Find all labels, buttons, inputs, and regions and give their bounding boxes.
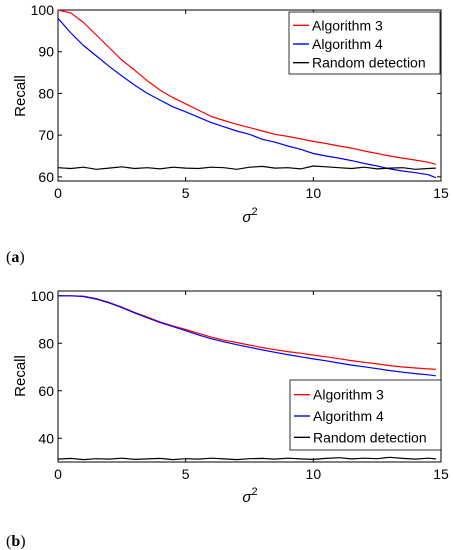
legend-entry: Random detection	[313, 429, 427, 445]
legend-box	[289, 379, 442, 451]
panel-label: (b)	[6, 533, 26, 550]
legend: Algorithm 3 Algorithm 4 Random detection	[288, 11, 441, 75]
series-line-3	[57, 165, 436, 170]
x-tick-label: 0	[54, 185, 62, 201]
plot-area	[57, 290, 442, 463]
legend-entry: Algorithm 3	[312, 17, 383, 33]
plot-area	[57, 9, 442, 182]
legend-entry: Algorithm 4	[312, 36, 383, 52]
y-tick-label: 70	[38, 127, 54, 143]
y-axis-label: Recall	[12, 355, 29, 397]
y-tick-label: 40	[38, 430, 54, 446]
legend-entry: Algorithm 3	[313, 387, 384, 403]
y-axis-label: Recall	[12, 75, 29, 117]
x-tick-label: 15	[433, 185, 449, 201]
y-tick-label: 100	[31, 288, 55, 304]
series-line-2	[58, 295, 436, 377]
x-tick-label: 5	[182, 466, 190, 482]
y-tick-label: 100	[31, 2, 55, 18]
x-axis-label: σ2	[242, 206, 257, 226]
y-tick-label: 60	[38, 169, 54, 185]
y-tick-label: 80	[38, 85, 54, 101]
y-tick-label: 90	[38, 44, 54, 60]
series-line-1	[57, 9, 437, 165]
legend: Algorithm 3 Algorithm 4 Random detection	[289, 379, 442, 451]
x-tick-label: 5	[182, 185, 190, 201]
legend-entry: Random detection	[312, 55, 426, 71]
y-tick-label: 60	[38, 383, 54, 399]
x-tick-label: 0	[54, 466, 62, 482]
x-tick-label: 10	[306, 185, 322, 201]
series-line-2	[57, 17, 437, 179]
y-tick-label: 80	[38, 335, 54, 351]
panel-label: (a)	[6, 249, 25, 266]
x-axis-label: σ2	[242, 486, 257, 506]
legend-entry: Algorithm 4	[313, 408, 384, 424]
x-tick-label: 10	[306, 466, 322, 482]
legend-box	[288, 11, 441, 75]
series-line-1	[58, 295, 436, 370]
x-tick-label: 15	[433, 466, 449, 482]
series-line-3	[57, 456, 436, 461]
